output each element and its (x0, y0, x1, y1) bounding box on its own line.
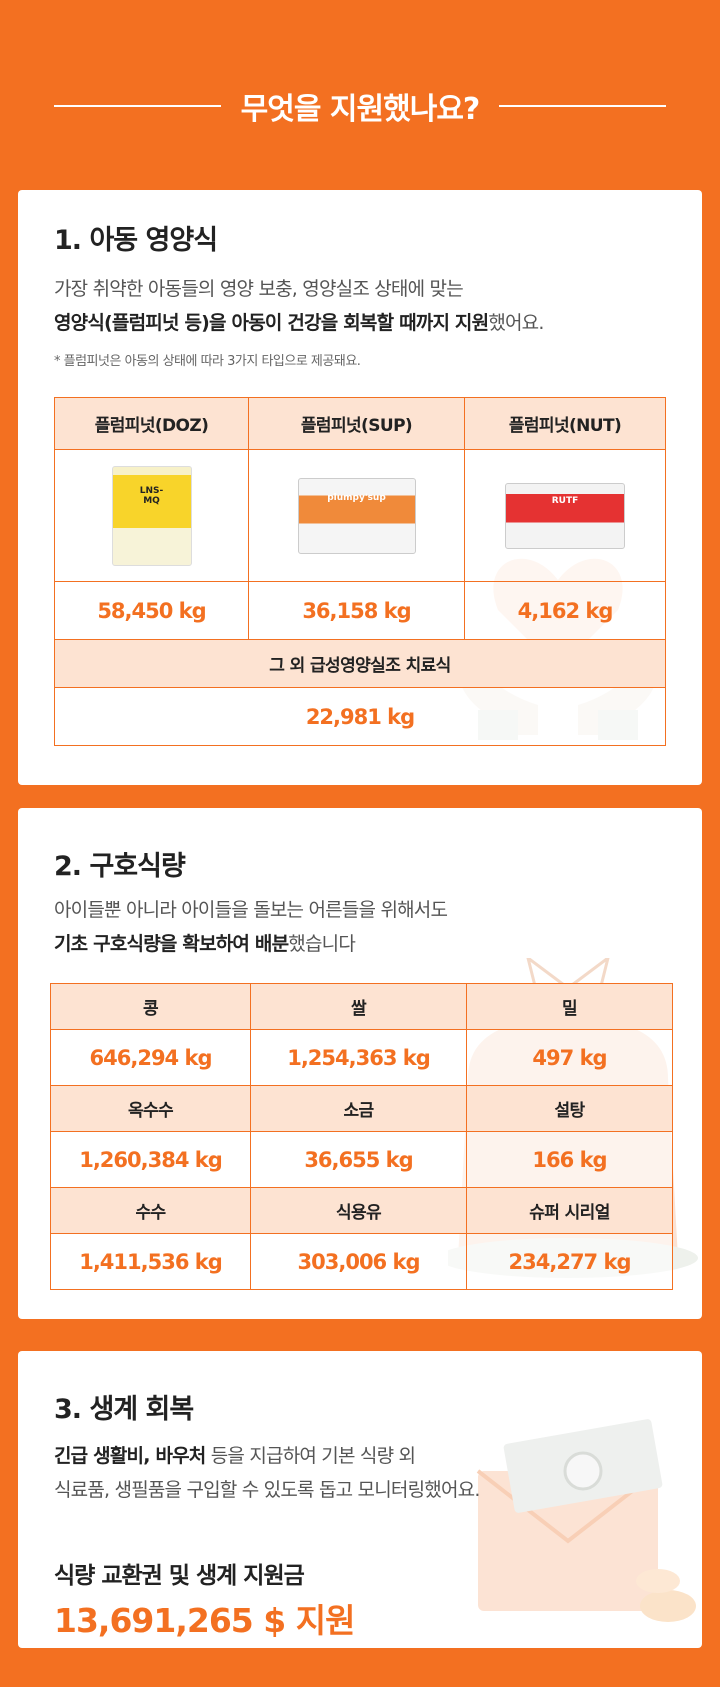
food-amount: 166 kg (466, 1131, 673, 1188)
product-header: 플럼피넛(SUP) (248, 397, 465, 450)
relief-food-table: 콩 쌀 밀 646,294 kg 1,254,363 kg 497 kg 옥수수… (50, 983, 673, 1290)
food-amount: 497 kg (466, 1029, 673, 1086)
section1-desc: 가장 취약한 아동들의 영양 보충, 영양실조 상태에 맞는 영양식(플럼피넛 … (54, 272, 544, 340)
section1-desc-line1: 가장 취약한 아동들의 영양 보충, 영양실조 상태에 맞는 (54, 278, 464, 300)
section2-desc: 아이들뿐 아니라 아이들을 돌보는 어른들을 위해서도 기초 구호식량을 확보하… (54, 893, 448, 961)
food-amount: 1,260,384 kg (50, 1131, 251, 1188)
section3-desc: 긴급 생활비, 바우처 등을 지급하여 기본 식량 외 식료품, 생필품을 구입… (54, 1439, 480, 1507)
product-image-cell: plumpy'sup (248, 449, 465, 582)
section1-note: * 플럼피넛은 아동의 상태에 따라 3가지 타입으로 제공돼요. (54, 354, 361, 369)
food-amount: 1,411,536 kg (50, 1233, 251, 1290)
food-amount: 234,277 kg (466, 1233, 673, 1290)
section2-desc-bold: 기초 구호식량을 확보하여 배분 (54, 933, 289, 955)
plumpy-doz-package: LNS-MQ (111, 465, 192, 566)
summary-title: 식량 교환권 및 생계 지원금 (54, 1563, 305, 1589)
product-amount: 58,450 kg (54, 581, 249, 640)
food-label: 설탕 (466, 1085, 673, 1132)
section2-heading: 2. 구호식량 (54, 851, 186, 882)
summary-amount: 13,691,265 $ 지원 (54, 1601, 355, 1640)
header-line-left (54, 105, 221, 107)
food-label: 옥수수 (50, 1085, 251, 1132)
product-image-cell: RUTF (464, 449, 666, 582)
food-amount: 36,655 kg (250, 1131, 467, 1188)
product-image-cell: LNS-MQ (54, 449, 249, 582)
food-label: 수수 (50, 1187, 251, 1234)
section3-desc-line2: 식료품, 생필품을 구입할 수 있도록 돕고 모니터링했어요. (54, 1479, 480, 1501)
food-label: 슈퍼 시리얼 (466, 1187, 673, 1234)
header-line-right (499, 105, 666, 107)
section1-desc-rest: 했어요. (488, 312, 544, 334)
section2-desc-rest: 했습니다 (288, 933, 356, 955)
relief-food-card: 2. 구호식량 아이들뿐 아니라 아이들을 돌보는 어른들을 위해서도 기초 구… (18, 808, 702, 1319)
child-nutrition-card: 1. 아동 영양식 가장 취약한 아동들의 영양 보충, 영양실조 상태에 맞는… (18, 190, 702, 785)
food-label: 식용유 (250, 1187, 467, 1234)
food-amount: 646,294 kg (50, 1029, 251, 1086)
other-treatment-label: 그 외 급성영양실조 치료식 (54, 639, 666, 688)
food-amount: 303,006 kg (250, 1233, 467, 1290)
section1-heading: 1. 아동 영양식 (54, 225, 218, 256)
page-title: 무엇을 지원했나요? (240, 92, 481, 127)
product-amount: 4,162 kg (464, 581, 666, 640)
section3-heading: 3. 생계 회복 (54, 1394, 194, 1425)
livelihood-card: 3. 생계 회복 긴급 생활비, 바우처 등을 지급하여 기본 식량 외 식료품… (18, 1351, 702, 1648)
food-label: 쌀 (250, 983, 467, 1030)
package-label: LNS-MQ (139, 486, 164, 507)
product-header: 플럼피넛(NUT) (464, 397, 666, 450)
food-label: 콩 (50, 983, 251, 1030)
section1-desc-bold: 영양식(플럼피넛 등)을 아동이 건강을 회복할 때까지 지원 (54, 312, 489, 334)
product-header: 플럼피넛(DOZ) (54, 397, 249, 450)
plumpy-sup-package: plumpy'sup (297, 477, 416, 554)
section2-desc-line1: 아이들뿐 아니라 아이들을 돌보는 어른들을 위해서도 (54, 899, 448, 921)
food-label: 소금 (250, 1085, 467, 1132)
section3-desc-bold: 긴급 생활비, 바우처 (54, 1445, 206, 1467)
other-treatment-amount: 22,981 kg (54, 687, 666, 746)
nutrition-table: 플럼피넛(DOZ) 플럼피넛(SUP) 플럼피넛(NUT) LNS-MQ plu… (54, 397, 666, 746)
product-amount: 36,158 kg (248, 581, 465, 640)
plumpy-nut-package: RUTF (505, 482, 625, 549)
section3-desc-rest: 등을 지급하여 기본 식량 외 (205, 1445, 416, 1467)
package-label: plumpy'sup (327, 493, 386, 504)
money-envelope-icon (476, 1419, 696, 1622)
section-header: 무엇을 지원했나요? (54, 78, 666, 134)
package-label: RUTF (551, 496, 579, 507)
food-label: 밀 (466, 983, 673, 1030)
food-amount: 1,254,363 kg (250, 1029, 467, 1086)
